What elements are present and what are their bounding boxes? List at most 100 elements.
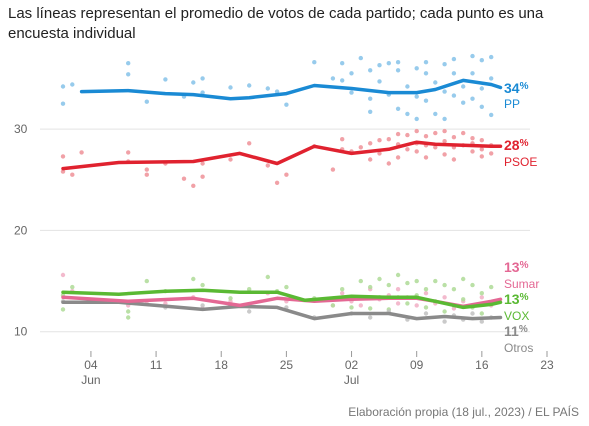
poll-dot-vox (70, 284, 75, 290)
poll-dot-vox (479, 291, 484, 296)
poll-dot-sumar (414, 303, 419, 308)
poll-dot-pp (442, 61, 447, 67)
poll-dot-vox (126, 315, 131, 320)
poll-dot-vox (470, 282, 475, 288)
poll-dot-vox (489, 284, 494, 290)
poll-dot-vox (200, 282, 205, 288)
poll-dot-psoe (479, 147, 484, 152)
poll-dot-pp (461, 100, 466, 105)
x-tick-label: 16 (475, 358, 489, 372)
poll-dot-psoe (60, 169, 66, 174)
x-tick-label: 23 (540, 358, 554, 372)
poll-dot-pp (284, 102, 289, 107)
average-lines-layer (61, 78, 503, 321)
poll-dot-otros (368, 315, 373, 320)
label-value-pp: 34% (504, 80, 529, 96)
label-name-psoe: PSOE (504, 155, 537, 169)
poll-dot-pp (479, 86, 484, 91)
average-line-otros (61, 300, 503, 321)
poll-dot-psoe (414, 128, 419, 134)
poll-dot-vox (395, 272, 401, 278)
poll-dot-pp (144, 99, 149, 104)
poll-dot-vox (126, 309, 131, 314)
poll-dot-psoe (386, 161, 391, 166)
poll-dot-vox (405, 301, 410, 306)
poll-dot-vox (461, 276, 466, 282)
poll-dot-pp (414, 66, 419, 71)
poll-dot-psoe (451, 157, 457, 162)
poll-dot-vox (144, 278, 149, 284)
poll-dot-sumar (358, 303, 363, 308)
poll-dot-psoe (377, 151, 382, 156)
poll-dot-psoe (247, 141, 252, 146)
poll-dot-pp (433, 80, 438, 85)
label-value-sumar: 13% (504, 259, 529, 275)
poll-dot-sumar (340, 291, 345, 296)
poll-dot-vox (461, 297, 466, 302)
poll-dot-pp (126, 72, 131, 77)
poll-dot-pp (368, 68, 373, 73)
poll-dot-vox (386, 282, 391, 288)
poll-dot-pp (479, 104, 484, 110)
poll-dot-pp (470, 53, 475, 59)
poll-dot-vox (368, 284, 373, 290)
poll-dot-psoe (442, 128, 447, 134)
poll-dot-pp (274, 89, 280, 94)
poll-dot-psoe (265, 163, 270, 168)
poll-dot-psoe (405, 132, 410, 138)
poll-dot-pp (395, 106, 401, 112)
average-line-vox (61, 288, 503, 310)
poll-dot-vox (405, 280, 410, 286)
label-value-otros: 11% (504, 323, 528, 339)
poll-dot-psoe (470, 149, 475, 154)
label-pct-otros: % (519, 324, 528, 335)
poll-dot-pp (368, 109, 373, 115)
poll-dot-pp (451, 93, 457, 98)
source-credit: Elaboración propia (18 jul., 2023) / EL … (348, 405, 579, 419)
poll-dot-sumar (60, 272, 66, 278)
grid-layer: 10 20 30 (14, 122, 530, 339)
poll-dot-psoe (442, 139, 447, 144)
poll-dot-vox (60, 307, 66, 312)
poll-dot-psoe (423, 134, 429, 139)
poll-dot-pp (442, 116, 447, 122)
poll-dot-pp (405, 84, 410, 89)
poll-dot-psoe (274, 180, 280, 185)
label-name-vox: VOX (504, 309, 529, 323)
poll-dot-pp (340, 61, 345, 66)
poll-dot-pp (479, 58, 484, 63)
poll-dot-vox (284, 284, 289, 290)
poll-dot-pp (358, 55, 363, 61)
poll-dot-vox (330, 303, 336, 308)
poll-dot-otros (423, 311, 429, 316)
poll-dot-psoe (479, 138, 484, 143)
poll-dot-sumar (423, 291, 429, 296)
poll-dot-pp (414, 94, 419, 99)
poll-dot-pp (423, 71, 429, 76)
average-line-pp (79, 78, 503, 101)
poll-dot-psoe (284, 172, 289, 177)
poll-dot-psoe (395, 131, 401, 137)
poll-dot-pp (470, 96, 475, 101)
poll-dot-pp (312, 60, 317, 65)
label-pct-psoe: % (520, 138, 529, 149)
poll-dot-otros (442, 319, 447, 324)
label-name-sumar: Sumar (504, 277, 539, 291)
poll-dot-psoe (368, 157, 373, 162)
poll-dot-pp (433, 111, 438, 117)
poll-dot-sumar (442, 295, 447, 300)
x-tick-label: 02 (345, 358, 359, 372)
poll-dot-vox (414, 278, 419, 284)
x-tick-label: 18 (215, 358, 229, 372)
poll-dot-vox (433, 278, 438, 284)
poll-dot-vox (191, 276, 196, 282)
poll-dot-psoe (330, 167, 336, 172)
poll-dot-pp (200, 90, 205, 95)
poll-dot-pp (377, 79, 382, 84)
poll-dot-vox (451, 287, 457, 292)
label-name-pp: PP (504, 97, 520, 111)
poll-dot-psoe (451, 135, 457, 140)
poll-dot-pp (395, 68, 401, 73)
poll-dot-psoe (200, 161, 205, 166)
